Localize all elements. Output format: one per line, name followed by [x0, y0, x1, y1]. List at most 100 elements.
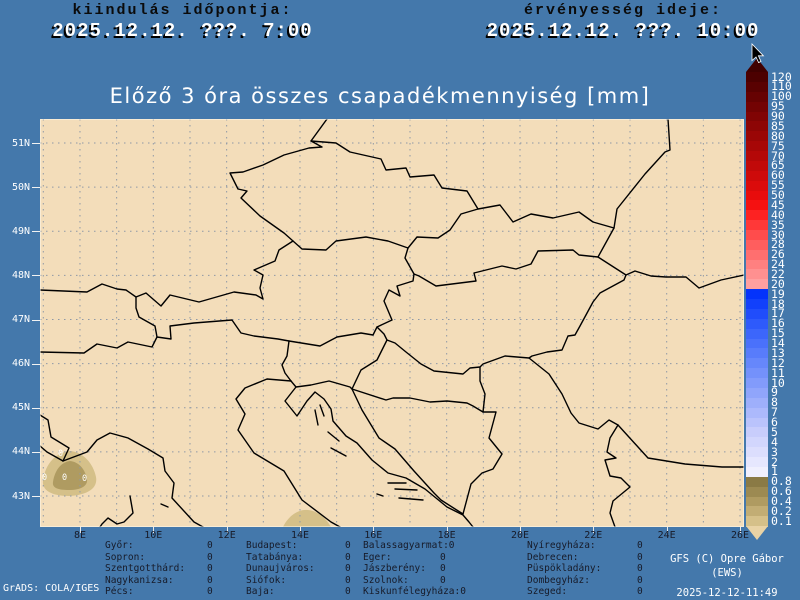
- lon-label: 18E: [437, 530, 456, 541]
- station-value: 0: [345, 574, 351, 586]
- colorbar-segment: [746, 289, 768, 300]
- valid-time-value: 2025.12.12. ???. 10:00: [486, 20, 760, 42]
- contour-label: 0: [42, 473, 48, 483]
- colorbar-tick-label: 18: [771, 296, 785, 311]
- colorbar-segment: [746, 220, 768, 231]
- colorbar-segment: [746, 141, 768, 152]
- lon-label: 24E: [657, 530, 676, 541]
- colorbar-segment: [746, 516, 768, 527]
- lon-label: 16E: [364, 530, 383, 541]
- lon-label: 26E: [730, 530, 750, 541]
- colorbar-tick-label: 90: [771, 109, 785, 123]
- station-name: Nyíregyháza:: [527, 540, 596, 551]
- colorbar-tick-label: 30: [771, 227, 785, 242]
- colorbar-tick-label: 0.8: [771, 474, 792, 489]
- station-value: 0: [637, 540, 643, 551]
- station-name: Győr:: [105, 540, 134, 551]
- lon-label: 20E: [510, 530, 530, 541]
- station-column-2: Budapest: 0 Tatabánya: 0 Dunaujváros: 0 Siófok…: [246, 540, 351, 598]
- colorbar-segment: [746, 457, 768, 468]
- colorbar-tick-label: 95: [771, 99, 785, 114]
- valid-time-label: érvényesség ideje:: [523, 2, 723, 19]
- station-value: 0: [637, 551, 643, 563]
- lon-tick: [300, 527, 301, 533]
- colorbar-tick-label: 35: [771, 217, 785, 232]
- colorbar-tick-label: 17: [771, 306, 785, 321]
- lat-tick: [32, 143, 40, 144]
- lat-tick: [32, 231, 40, 233]
- colorbar-segment: [746, 407, 768, 418]
- colorbar-segment: [746, 417, 768, 428]
- station-row: Jászberény: 0: [363, 563, 466, 575]
- colorbar-tick-label: 10: [771, 375, 785, 390]
- station-row: Nagykanizsa: 0: [105, 575, 213, 587]
- station-row: Dombegyház: 0: [527, 575, 643, 587]
- station-value: 0: [460, 586, 466, 598]
- station-value: 0: [440, 551, 446, 563]
- lon-tick: [373, 527, 375, 533]
- station-column-1: Győr: 0 Sopron: 0 Szentgotthárd: 0 Nagykanizsa…: [105, 540, 213, 598]
- colorbar-tick-label: 40: [771, 207, 785, 222]
- station-row: Siófok: 0: [246, 575, 351, 587]
- colorbar-segment: [746, 72, 768, 83]
- lat-tick: [32, 319, 40, 321]
- station-row: Pécs: 0: [105, 586, 213, 598]
- station-value: 0: [637, 574, 643, 586]
- station-value: 0: [207, 563, 213, 575]
- station-value: 0: [637, 563, 643, 575]
- colorbar-tick-label: 13: [771, 345, 785, 360]
- station-row: Dunaujváros: 0: [246, 563, 351, 575]
- colorbar-segment: [746, 358, 768, 369]
- station-value: 0: [637, 586, 643, 598]
- lon-tick: [666, 527, 668, 533]
- station-row: Eger: 0: [363, 552, 466, 564]
- station-name: Dunaujváros:: [246, 563, 315, 575]
- lat-tick: [32, 496, 40, 497]
- station-row: Nyíregyháza: 0: [527, 540, 643, 552]
- station-value: 0: [207, 551, 213, 563]
- render-timestamp: 2025-12-12-11:49: [676, 587, 778, 599]
- colorbar-tick-label: 1: [771, 464, 778, 479]
- colorbar-segment: [746, 190, 768, 201]
- station-name: Szentgotthárd:: [105, 563, 186, 575]
- station-row: Sopron: 0: [105, 552, 213, 564]
- station-name: Szolnok:: [363, 574, 409, 586]
- station-name: Siófok:: [246, 574, 287, 586]
- lon-tick: [520, 527, 521, 533]
- station-value: 0: [345, 586, 351, 598]
- colorbar-segment: [746, 447, 768, 458]
- colorbar-tick-label: 26: [771, 247, 785, 262]
- colorbar-tick-label: 14: [771, 336, 785, 350]
- station-name: Jászberény:: [363, 563, 426, 575]
- colorbar-tick-label: 0.1: [771, 513, 792, 528]
- lat-tick: [32, 275, 40, 277]
- lat-label: 48N: [11, 269, 30, 281]
- contour-label: 0: [62, 473, 68, 483]
- colorbar-segment: [746, 397, 768, 409]
- colorbar-segment: [746, 506, 768, 517]
- lat-label: 43N: [11, 490, 30, 502]
- station-name: Tatabánya:: [246, 551, 304, 563]
- lat-tick: [32, 363, 40, 365]
- station-name: Pécs:: [105, 586, 134, 598]
- colorbar-segment: [746, 427, 768, 438]
- lon-label: 14E: [290, 530, 310, 541]
- station-value: 0: [207, 586, 213, 598]
- colorbar-segment: [746, 496, 768, 507]
- colorbar-tick-label: 4: [771, 434, 778, 449]
- precipitation-shading: [43, 451, 331, 527]
- colorbar-segment: [746, 368, 768, 379]
- gridline-layer: [40, 119, 744, 527]
- credit-line2: (EWS): [711, 567, 743, 579]
- init-time-block: kiindulás időpontja: 2025.12.12. ???. 7:…: [35, 2, 330, 42]
- lat-label: 50N: [11, 181, 30, 193]
- colorbar-tick-label: 45: [771, 197, 785, 212]
- colorbar-tick-label: 120: [771, 69, 792, 84]
- credit-line1: GFS (C) Opre Gábor: [670, 553, 784, 565]
- station-value: 0: [207, 540, 213, 551]
- colorbar-tick-label: 0.2: [771, 503, 792, 518]
- station-column-4: Nyíregyháza: 0 Debrecen: 0 Püspökladány: 0 Dom…: [527, 540, 643, 598]
- colorbar-segment: [746, 378, 768, 389]
- colorbar-tick-label: 5: [771, 424, 778, 439]
